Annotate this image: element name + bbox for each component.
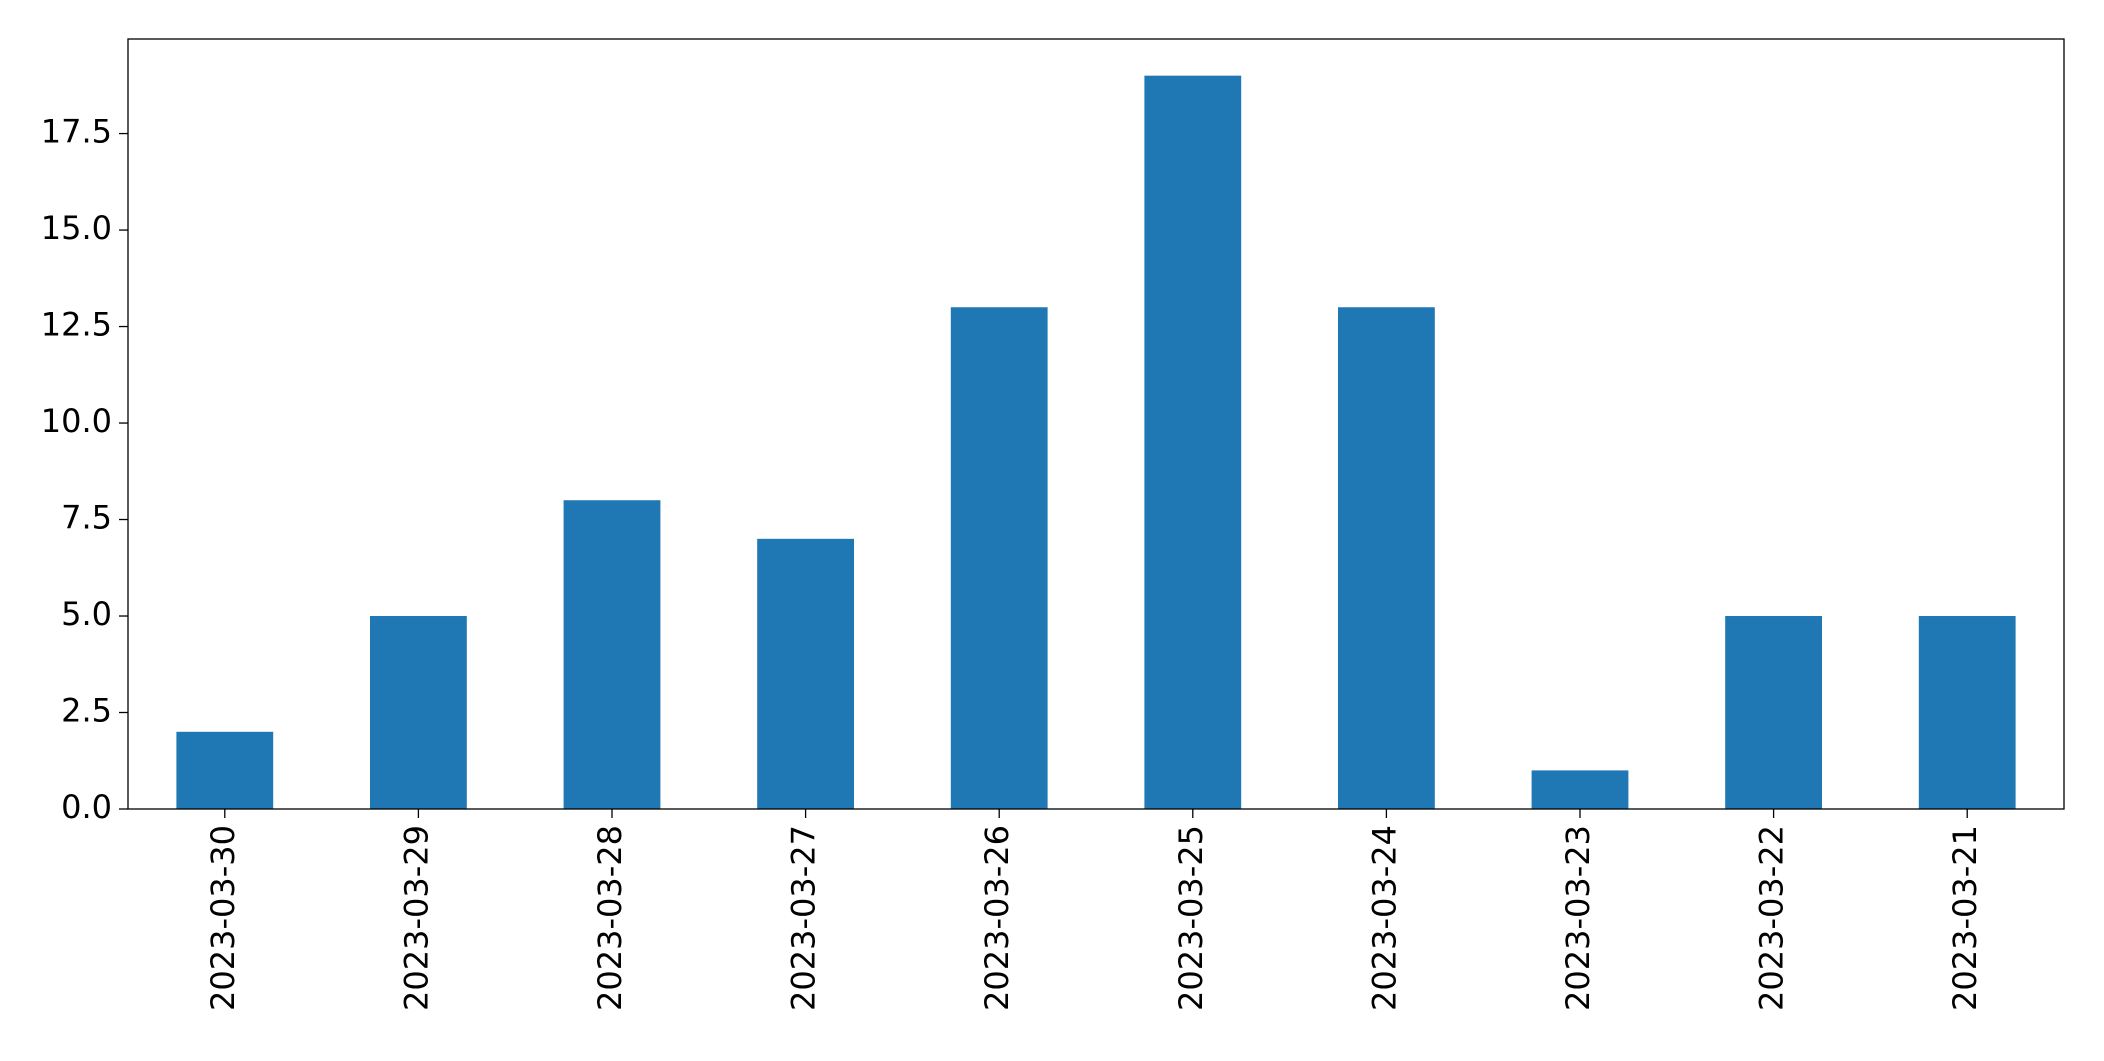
x-tick-label: 2023-03-21	[1946, 825, 1984, 1011]
plot-frame	[127, 38, 2065, 810]
x-tick-label: 2023-03-24	[1365, 825, 1403, 1011]
y-tick-label: 7.5	[61, 499, 112, 537]
bar	[1725, 616, 1822, 809]
y-tick-label: 5.0	[61, 595, 112, 633]
x-tick-label: 2023-03-22	[1753, 825, 1791, 1011]
bar	[757, 538, 854, 809]
bar	[950, 307, 1048, 809]
bar	[1918, 616, 2016, 809]
y-tick-label: 12.5	[41, 306, 112, 344]
y-tick-label: 0.0	[61, 788, 112, 826]
bar	[1338, 307, 1435, 809]
x-tick-label: 2023-03-30	[204, 825, 242, 1011]
bar	[563, 500, 661, 809]
bar	[1144, 75, 1242, 809]
x-tick-label: 2023-03-25	[1172, 825, 1210, 1011]
bar	[176, 731, 274, 809]
x-tick-label: 2023-03-23	[1559, 825, 1597, 1011]
y-tick-label: 2.5	[61, 692, 112, 730]
y-tick-label: 10.0	[41, 402, 112, 440]
x-tick-label: 2023-03-28	[591, 825, 629, 1011]
bar	[1531, 770, 1629, 809]
bar	[370, 616, 467, 809]
y-tick-label: 17.5	[41, 113, 112, 151]
y-tick-label: 15.0	[41, 209, 112, 247]
x-tick-label: 2023-03-26	[978, 825, 1016, 1011]
x-tick-label: 2023-03-27	[785, 825, 823, 1011]
x-tick-label: 2023-03-29	[397, 825, 435, 1011]
